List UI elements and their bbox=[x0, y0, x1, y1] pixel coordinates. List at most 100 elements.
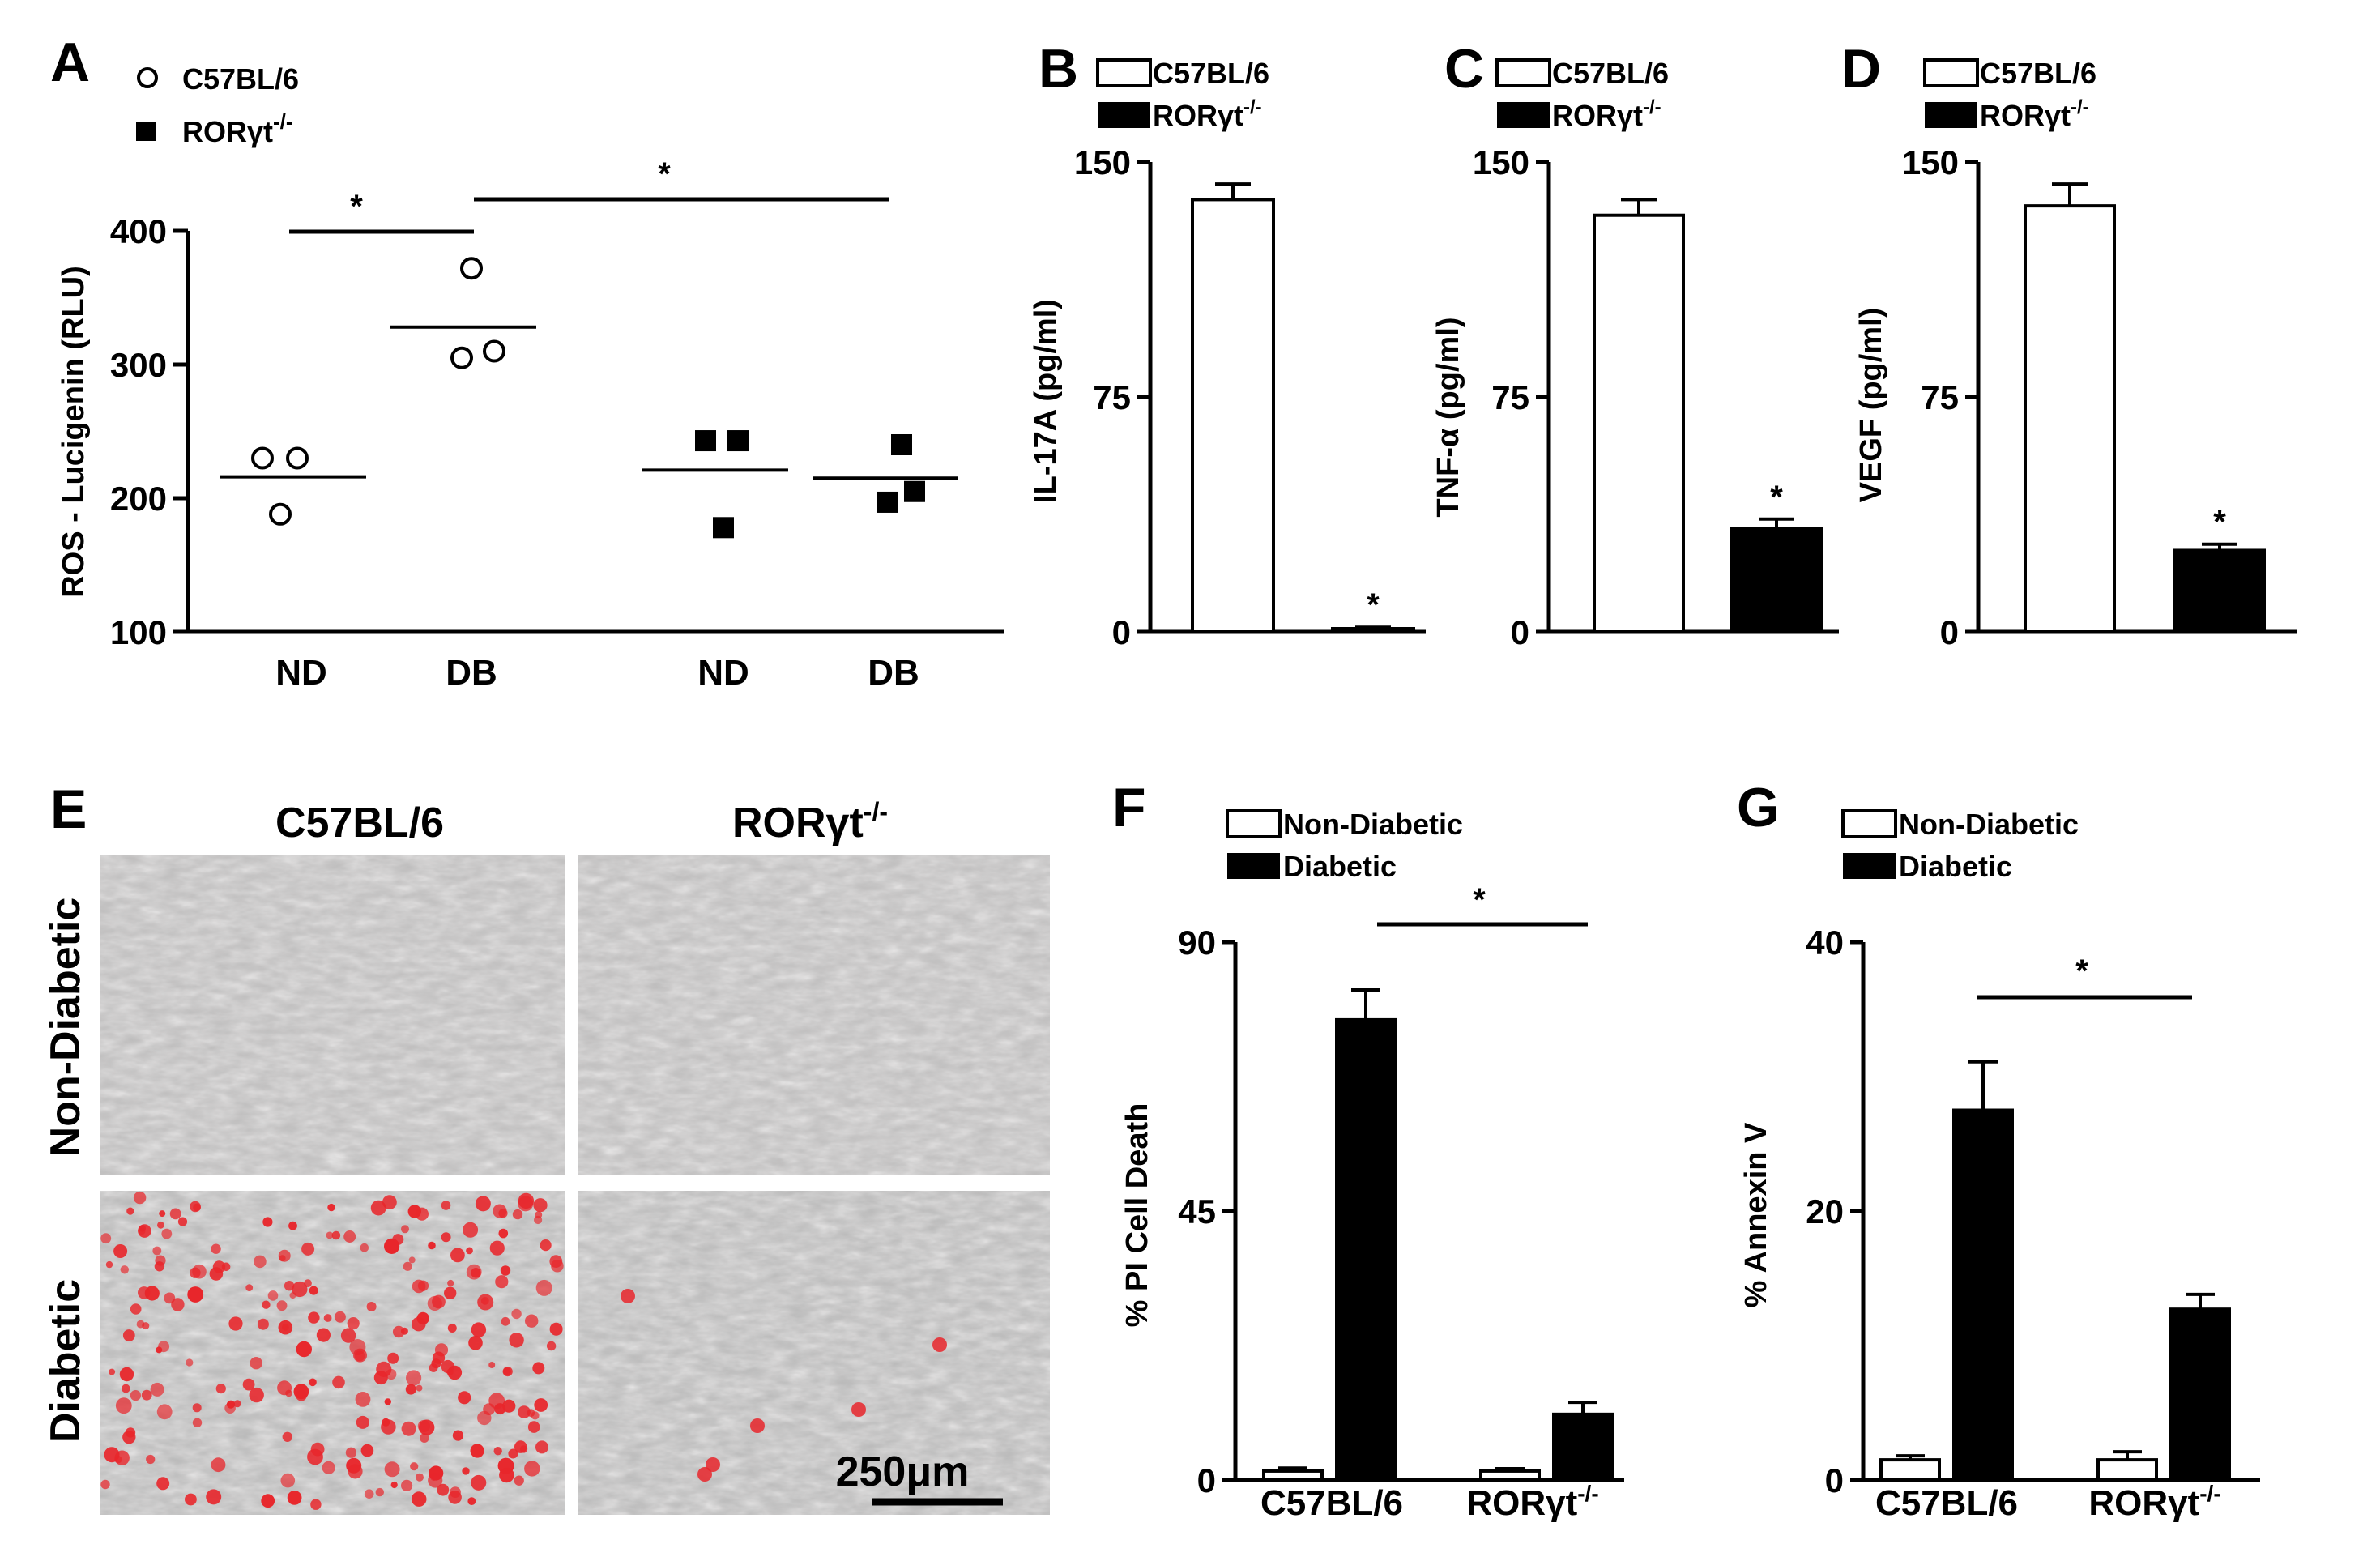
dead-cell-wt-153 bbox=[307, 1448, 323, 1465]
dead-cell-wt-210 bbox=[488, 1362, 496, 1368]
panel-f-cat-ko-sup: -/- bbox=[1577, 1481, 1598, 1506]
dead-cell-wt-63 bbox=[288, 1221, 297, 1230]
chart-c-ytick-label-0: 0 bbox=[1511, 613, 1529, 651]
dead-cell-wt-18 bbox=[525, 1314, 539, 1328]
dead-cell-wt-123 bbox=[420, 1433, 429, 1443]
dead-cell-wt-221 bbox=[411, 1491, 427, 1507]
dead-cell-wt-127 bbox=[249, 1387, 264, 1403]
dead-cell-wt-142 bbox=[407, 1205, 421, 1218]
panel-e-col-wt: C57BL/6 bbox=[275, 800, 444, 847]
panel-a-point-1-1-1 bbox=[877, 491, 898, 513]
dead-cell-wt-236 bbox=[498, 1209, 508, 1218]
dead-cell-wt-171 bbox=[345, 1447, 356, 1458]
dead-cell-wt-139 bbox=[450, 1248, 465, 1263]
dead-cell-ko-5 bbox=[851, 1402, 866, 1417]
dead-cell-wt-91 bbox=[471, 1322, 487, 1337]
dead-cell-wt-47 bbox=[441, 1201, 451, 1210]
dead-cell-wt-146 bbox=[437, 1483, 450, 1496]
dead-cell-wt-73 bbox=[514, 1440, 527, 1453]
dead-cell-wt-195 bbox=[161, 1228, 173, 1239]
dead-cell-wt-222 bbox=[527, 1421, 540, 1433]
dead-cell-wt-131 bbox=[146, 1454, 156, 1465]
dead-cell-wt-218 bbox=[511, 1308, 522, 1320]
dead-cell-wt-79 bbox=[100, 1233, 112, 1244]
panel-e-label: E bbox=[50, 778, 87, 840]
dead-cell-wt-196 bbox=[226, 1400, 236, 1409]
dead-cell-wt-25 bbox=[447, 1279, 454, 1287]
chart-g-bar-1-1 bbox=[2169, 1307, 2231, 1482]
legend-g-nondiabetic-swatch bbox=[1841, 809, 1897, 838]
dead-cell-wt-56 bbox=[549, 1322, 563, 1336]
dead-cell-wt-103 bbox=[392, 1325, 405, 1338]
dead-cell-wt-160 bbox=[546, 1341, 557, 1351]
dead-cell-wt-202 bbox=[406, 1370, 422, 1386]
panel-e: E C57BL/6 RORγt-/- Non-Diabetic Diabetic… bbox=[42, 778, 1050, 1515]
dead-cell-wt-198 bbox=[417, 1280, 429, 1291]
dead-cell-wt-34 bbox=[327, 1203, 335, 1212]
dead-cell-wt-194 bbox=[122, 1329, 135, 1341]
dead-cell-wt-67 bbox=[356, 1415, 369, 1429]
dead-cell-wt-147 bbox=[190, 1267, 201, 1278]
dead-cell-wt-138 bbox=[429, 1363, 438, 1372]
legend-d-ko: RORγt-/- bbox=[1980, 96, 2089, 132]
dead-cell-wt-102 bbox=[466, 1247, 473, 1255]
chart-f-bar-0-1 bbox=[1335, 1017, 1397, 1482]
dead-cell-wt-45 bbox=[301, 1242, 315, 1256]
panel-b-chart: 0 75 150 * bbox=[1074, 143, 1426, 651]
dead-cell-ko-2 bbox=[706, 1457, 720, 1472]
dead-cell-ko-4 bbox=[932, 1337, 947, 1352]
legend-b-ko-name: RORγt bbox=[1153, 99, 1243, 132]
dead-cell-wt-140 bbox=[364, 1489, 374, 1499]
panel-f-cat-wt: C57BL/6 bbox=[1260, 1483, 1403, 1523]
legend-a-ko-name: RORγt bbox=[182, 115, 273, 148]
chart-f-bar-1-0 bbox=[1479, 1469, 1541, 1482]
chart-f-bar-0-0 bbox=[1262, 1469, 1324, 1482]
panel-d-y-title: VEGF (pg/ml) bbox=[1854, 308, 1888, 503]
chart-c-sig-star: * bbox=[1770, 480, 1783, 515]
dead-cell-wt-161 bbox=[477, 1410, 492, 1426]
legend-a-ko: RORγt-/- bbox=[182, 109, 293, 148]
legend-c-wt: C57BL/6 bbox=[1552, 57, 1669, 90]
panel-e-col-ko-sup: -/- bbox=[864, 797, 888, 826]
dead-cell-wt-128 bbox=[276, 1300, 288, 1311]
legend-b-ko-swatch bbox=[1098, 102, 1150, 128]
dead-cell-wt-136 bbox=[535, 1279, 552, 1296]
panel-a-point-0-1-1 bbox=[450, 346, 473, 369]
panel-a-point-0-0-1 bbox=[286, 446, 309, 470]
legend-g-diabetic-swatch bbox=[1843, 853, 1896, 879]
chart-g-bar-1-0 bbox=[2096, 1458, 2158, 1482]
panel-a-cat-2: ND bbox=[697, 653, 749, 693]
dead-cell-wt-105 bbox=[262, 1300, 271, 1309]
dead-cell-wt-169 bbox=[477, 1294, 494, 1311]
dead-cell-wt-9 bbox=[292, 1281, 308, 1298]
legend-a-filled-square-icon bbox=[136, 122, 156, 141]
dead-cell-wt-159 bbox=[534, 1215, 543, 1225]
dead-cell-wt-15 bbox=[250, 1357, 262, 1370]
chart-f-ytick-label-1: 45 bbox=[1178, 1192, 1216, 1230]
dead-cell-wt-166 bbox=[171, 1298, 185, 1311]
panel-a-y-ticks: 100 200 300 400 bbox=[110, 212, 188, 651]
dead-cell-wt-209 bbox=[458, 1391, 471, 1405]
dead-cell-wt-217 bbox=[401, 1421, 416, 1436]
legend-b-ko: RORγt-/- bbox=[1153, 96, 1262, 132]
dead-cell-wt-109 bbox=[549, 1255, 563, 1268]
panel-g-cat-ko-name: RORγt bbox=[2088, 1483, 2199, 1523]
legend-f-diabetic-swatch bbox=[1227, 853, 1280, 879]
panel-a-point-1-1-0 bbox=[891, 434, 912, 455]
panel-g-cat-ko: RORγt-/- bbox=[2088, 1481, 2220, 1523]
dead-cell-wt-41 bbox=[187, 1286, 204, 1303]
legend-a-wt: C57BL/6 bbox=[182, 62, 299, 96]
dead-cell-wt-162 bbox=[150, 1382, 164, 1397]
dead-cell-wt-226 bbox=[115, 1397, 132, 1414]
dead-cell-wt-114 bbox=[470, 1444, 484, 1458]
panel-c-y-title: TNF-α (pg/ml) bbox=[1431, 317, 1465, 517]
panel-d-label: D bbox=[1841, 38, 1881, 100]
dead-cell-wt-95 bbox=[524, 1461, 540, 1477]
dead-cell-wt-215 bbox=[186, 1358, 194, 1367]
dead-cell-ko-1 bbox=[697, 1467, 712, 1482]
dead-cell-wt-211 bbox=[534, 1398, 548, 1412]
dead-cell-wt-30 bbox=[390, 1481, 398, 1489]
panel-e-row-nondiabetic: Non-Diabetic bbox=[42, 898, 89, 1158]
panel-g: G Non-Diabetic Diabetic * % Annexin V 0 2… bbox=[1737, 777, 2260, 1523]
